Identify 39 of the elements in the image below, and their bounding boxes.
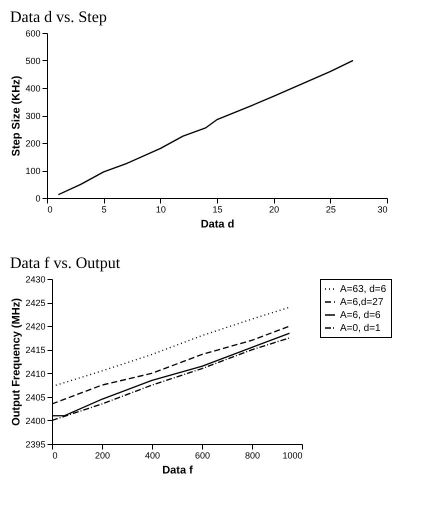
- x-tick-label: 800: [244, 450, 260, 460]
- y-tick-label: 0: [35, 194, 40, 204]
- y-tick-label: 400: [25, 84, 40, 94]
- chart-title: Data d vs. Step: [10, 9, 107, 26]
- x-tick-label: 20: [269, 204, 280, 214]
- y-tick-label: 100: [25, 166, 40, 176]
- y-axis-title: Step Size (KHz): [10, 75, 22, 156]
- y-tick-label: 2430: [25, 274, 46, 284]
- y-tick-label: 2395: [25, 440, 46, 450]
- legend-label: A=6, d=6: [340, 310, 382, 321]
- y-tick-label: 2420: [25, 322, 46, 332]
- y-tick-label: 2405: [25, 392, 46, 402]
- x-tick-label: 25: [326, 204, 336, 214]
- y-axis-title: Output Frequency (MHz): [10, 298, 22, 426]
- x-axis-title: Data d: [200, 218, 234, 230]
- y-tick-label: 2415: [25, 345, 46, 356]
- x-axis-title: Data f: [162, 464, 194, 476]
- x-tick-label: 5: [102, 204, 107, 214]
- x-tick-label: 0: [48, 204, 53, 214]
- y-tick-label: 300: [25, 111, 40, 121]
- x-tick-label: 10: [156, 204, 166, 214]
- x-tick-label: 600: [194, 450, 210, 460]
- x-tick-label: 200: [94, 450, 110, 460]
- y-tick-label: 200: [25, 138, 40, 148]
- y-tick-label: 500: [25, 56, 40, 66]
- y-tick-label: 600: [25, 28, 40, 38]
- x-tick-label: 1000: [282, 450, 302, 460]
- x-tick-label: 400: [144, 450, 160, 460]
- x-tick-label: 0: [52, 450, 58, 460]
- y-tick-label: 2410: [25, 368, 46, 379]
- y-tick-label: 2425: [25, 298, 46, 308]
- line-series: [58, 60, 354, 196]
- x-tick-label: 15: [212, 204, 223, 214]
- legend-label: A=6,d=27: [340, 297, 384, 308]
- legend-label: A=63, d=6: [340, 284, 387, 295]
- x-tick-label: 30: [377, 204, 388, 214]
- chart-title: Data f vs. Output: [10, 255, 121, 272]
- legend-label: A=0, d=1: [340, 323, 382, 334]
- y-tick-label: 2400: [25, 416, 46, 426]
